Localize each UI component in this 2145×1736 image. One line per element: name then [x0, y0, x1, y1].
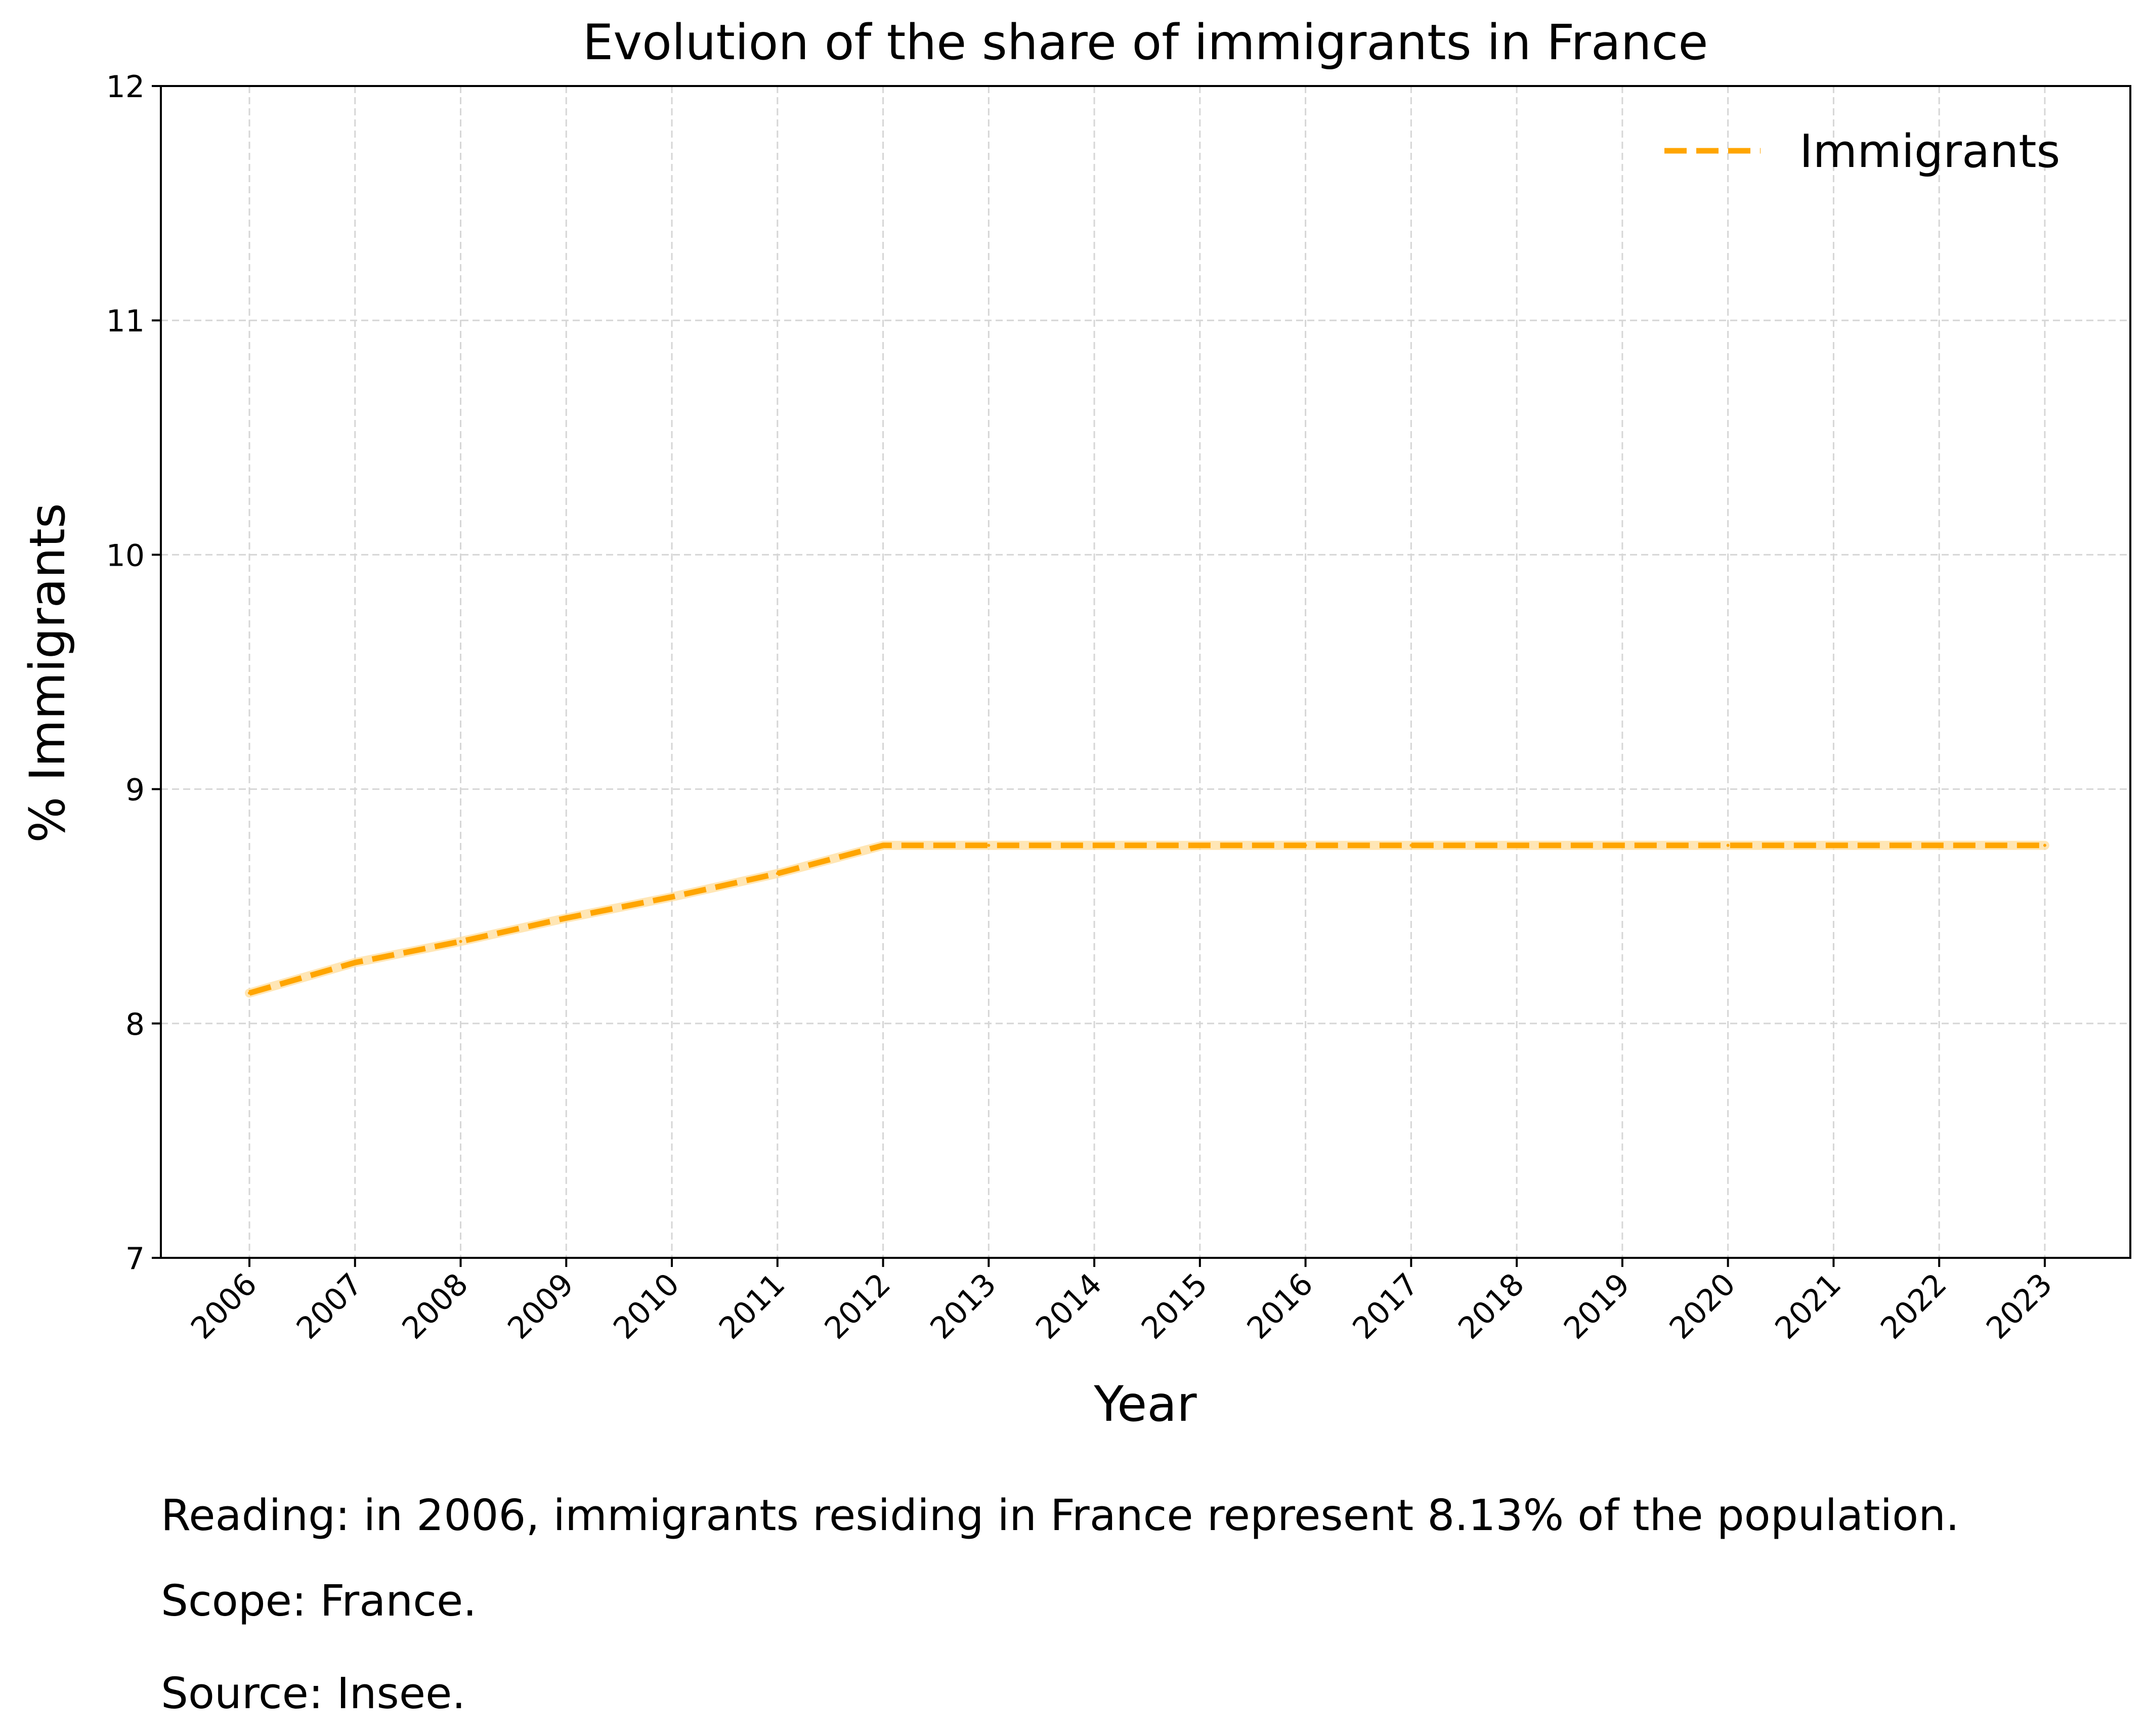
- x-axis: 2006 2007 2008 2009 2010 2011 2012 2013 2014 2015…: [184, 1258, 2060, 1346]
- scope-note: Scope: France.: [161, 1576, 477, 1626]
- x-tick-label: 2022: [1874, 1266, 1953, 1346]
- y-tick-label: 12: [106, 69, 145, 105]
- x-tick-label: 2006: [184, 1266, 264, 1346]
- x-tick-label: 2020: [1663, 1266, 1742, 1346]
- x-axis-label: Year: [1093, 1376, 1197, 1432]
- x-tick-label: 2013: [923, 1266, 1003, 1346]
- y-tick-label: 7: [125, 1241, 145, 1277]
- x-tick-label: 2016: [1240, 1266, 1320, 1346]
- data-point: [881, 843, 885, 847]
- legend-label: Immigrants: [1799, 125, 2060, 178]
- x-tick-label: 2018: [1451, 1266, 1531, 1346]
- data-point: [670, 895, 674, 899]
- data-point: [1198, 843, 1202, 847]
- series-layer: [245, 840, 2049, 998]
- y-axis: 7 8 9 10 11 12: [106, 69, 161, 1277]
- x-tick-label: 2023: [1980, 1266, 2059, 1346]
- grid: [161, 86, 2130, 1258]
- x-tick-label: 2021: [1769, 1266, 1848, 1346]
- x-tick-label: 2009: [501, 1266, 580, 1346]
- data-point: [987, 843, 991, 847]
- data-point: [248, 991, 251, 995]
- data-point: [1726, 843, 1730, 847]
- chart-title: Evolution of the share of immigrants in …: [583, 14, 1708, 71]
- y-axis-label: % Immigrants: [19, 503, 76, 842]
- source-note: Source: Insee.: [161, 1669, 466, 1719]
- data-point: [1832, 843, 1835, 847]
- y-tick-label: 8: [125, 1007, 145, 1042]
- data-point: [565, 916, 568, 920]
- data-point: [2043, 843, 2046, 847]
- x-tick-label: 2017: [1346, 1266, 1425, 1346]
- data-point: [459, 940, 462, 943]
- data-point: [776, 872, 779, 875]
- y-tick-label: 11: [106, 304, 145, 339]
- x-tick-label: 2019: [1557, 1266, 1637, 1346]
- series-line-immigrants: [248, 842, 2045, 996]
- data-point: [1620, 843, 1624, 847]
- legend: Immigrants: [1664, 125, 2060, 178]
- data-point: [1515, 843, 1519, 847]
- x-tick-label: 2014: [1029, 1266, 1108, 1346]
- data-point: [1938, 843, 1941, 847]
- y-tick-label: 9: [125, 773, 145, 808]
- data-point: [353, 961, 357, 964]
- x-tick-label: 2010: [607, 1266, 686, 1346]
- data-point: [1409, 843, 1413, 847]
- y-tick-label: 10: [106, 538, 145, 573]
- reading-note: Reading: in 2006, immigrants residing in…: [161, 1491, 1960, 1541]
- x-tick-label: 2011: [712, 1266, 792, 1346]
- x-tick-label: 2012: [818, 1266, 897, 1346]
- x-tick-label: 2007: [290, 1266, 369, 1346]
- series-line-shadow: [245, 840, 2049, 998]
- x-tick-label: 2008: [396, 1266, 475, 1346]
- data-point: [1304, 843, 1307, 847]
- x-tick-label: 2015: [1135, 1266, 1214, 1346]
- plot-area-frame: [160, 85, 2131, 1259]
- data-point: [1093, 843, 1096, 847]
